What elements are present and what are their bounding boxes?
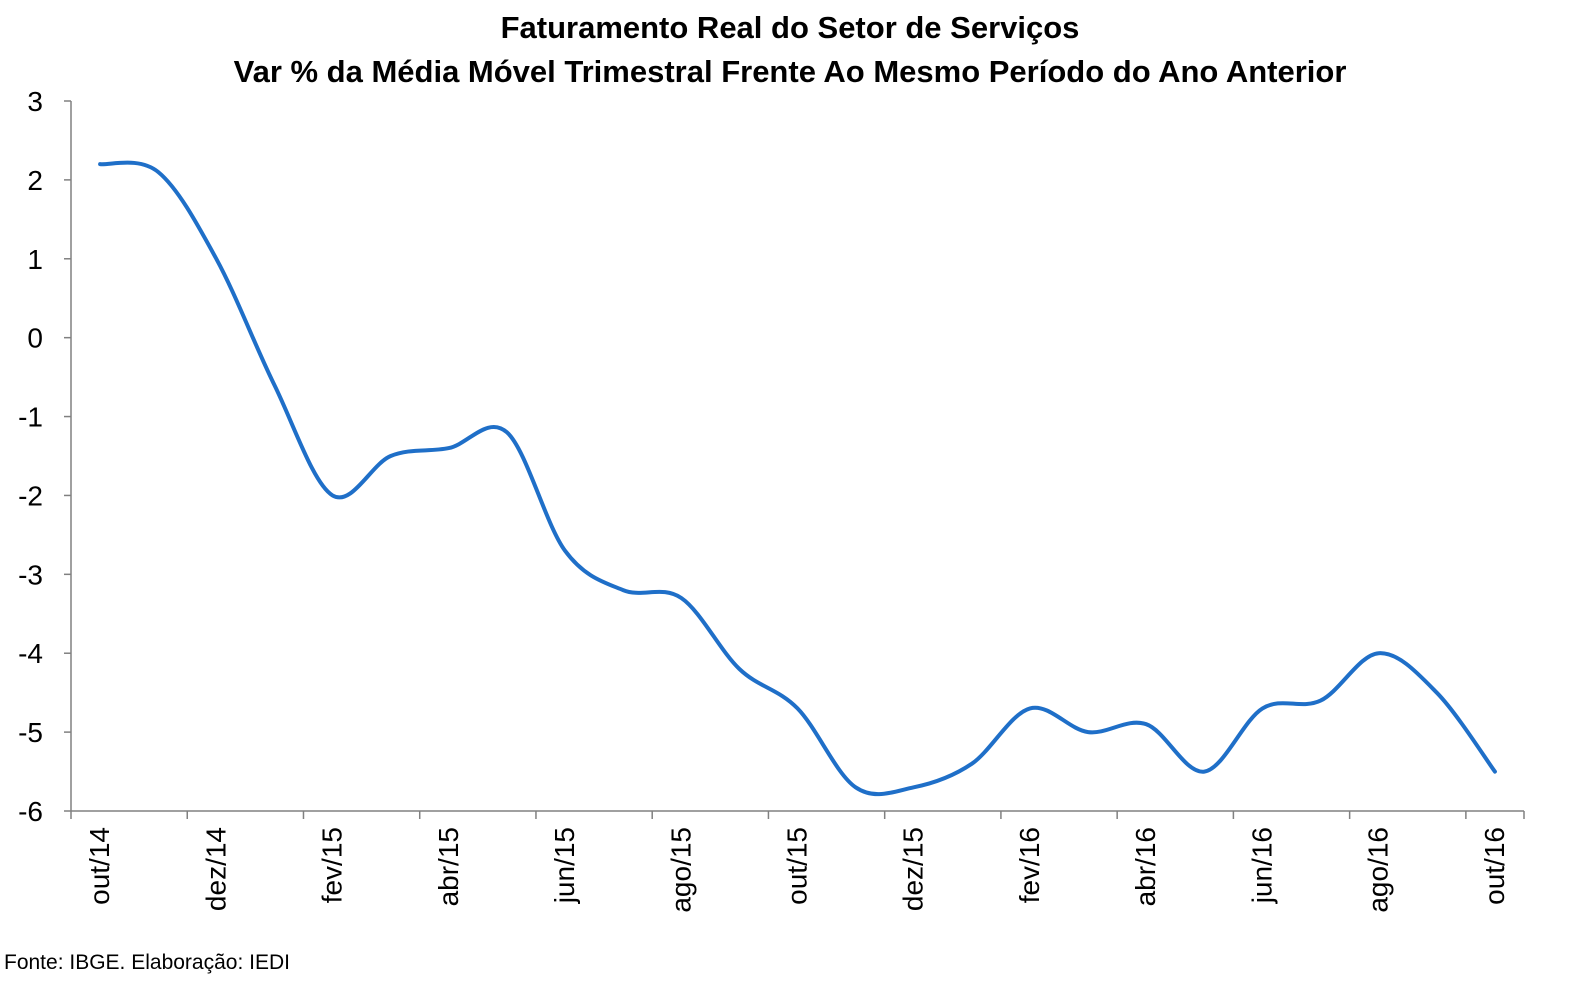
y-axis-ticks: 3 2 1 0 -1 -2 -3 -4 -5 -6 — [18, 86, 71, 827]
x-tick-label: jun/16 — [1246, 827, 1277, 904]
x-tick-label: fev/16 — [1014, 827, 1045, 903]
x-axis-ticks: out/14 dez/14 fev/15 abr/15 jun/15 ago/15 out/… — [70, 811, 1525, 913]
x-tick-label: dez/15 — [898, 827, 929, 911]
chart-subtitle: Var % da Média Móvel Trimestral Frente A… — [234, 54, 1347, 89]
x-tick-label: out/16 — [1479, 827, 1510, 905]
y-tick-label: 2 — [27, 165, 43, 196]
series-layer — [98, 160, 1497, 797]
y-tick-label: -6 — [18, 796, 43, 827]
y-tick-label: -3 — [18, 559, 43, 590]
series-line-0 — [98, 160, 1497, 797]
x-tick-label: out/14 — [84, 827, 115, 905]
y-tick-label: -1 — [18, 402, 43, 433]
x-tick-label: fev/15 — [317, 827, 348, 903]
y-tick-label: -5 — [18, 717, 43, 748]
x-tick-label: out/15 — [782, 827, 813, 905]
x-tick-label: abr/15 — [433, 827, 464, 906]
y-tick-label: 1 — [27, 244, 43, 275]
chart-title: Faturamento Real do Setor de Serviços — [501, 10, 1080, 45]
x-tick-label: ago/16 — [1363, 827, 1394, 913]
y-tick-label: -4 — [18, 638, 43, 669]
y-tick-label: -2 — [18, 480, 43, 511]
x-tick-label: ago/15 — [665, 827, 696, 913]
axes — [70, 101, 1524, 812]
y-tick-label: 3 — [27, 86, 43, 117]
source-note: Fonte: IBGE. Elaboração: IEDI — [4, 951, 290, 974]
x-tick-label: dez/14 — [200, 827, 231, 911]
x-tick-label: abr/16 — [1130, 827, 1161, 906]
y-tick-label: 0 — [27, 323, 43, 354]
x-tick-label: jun/15 — [549, 827, 580, 904]
